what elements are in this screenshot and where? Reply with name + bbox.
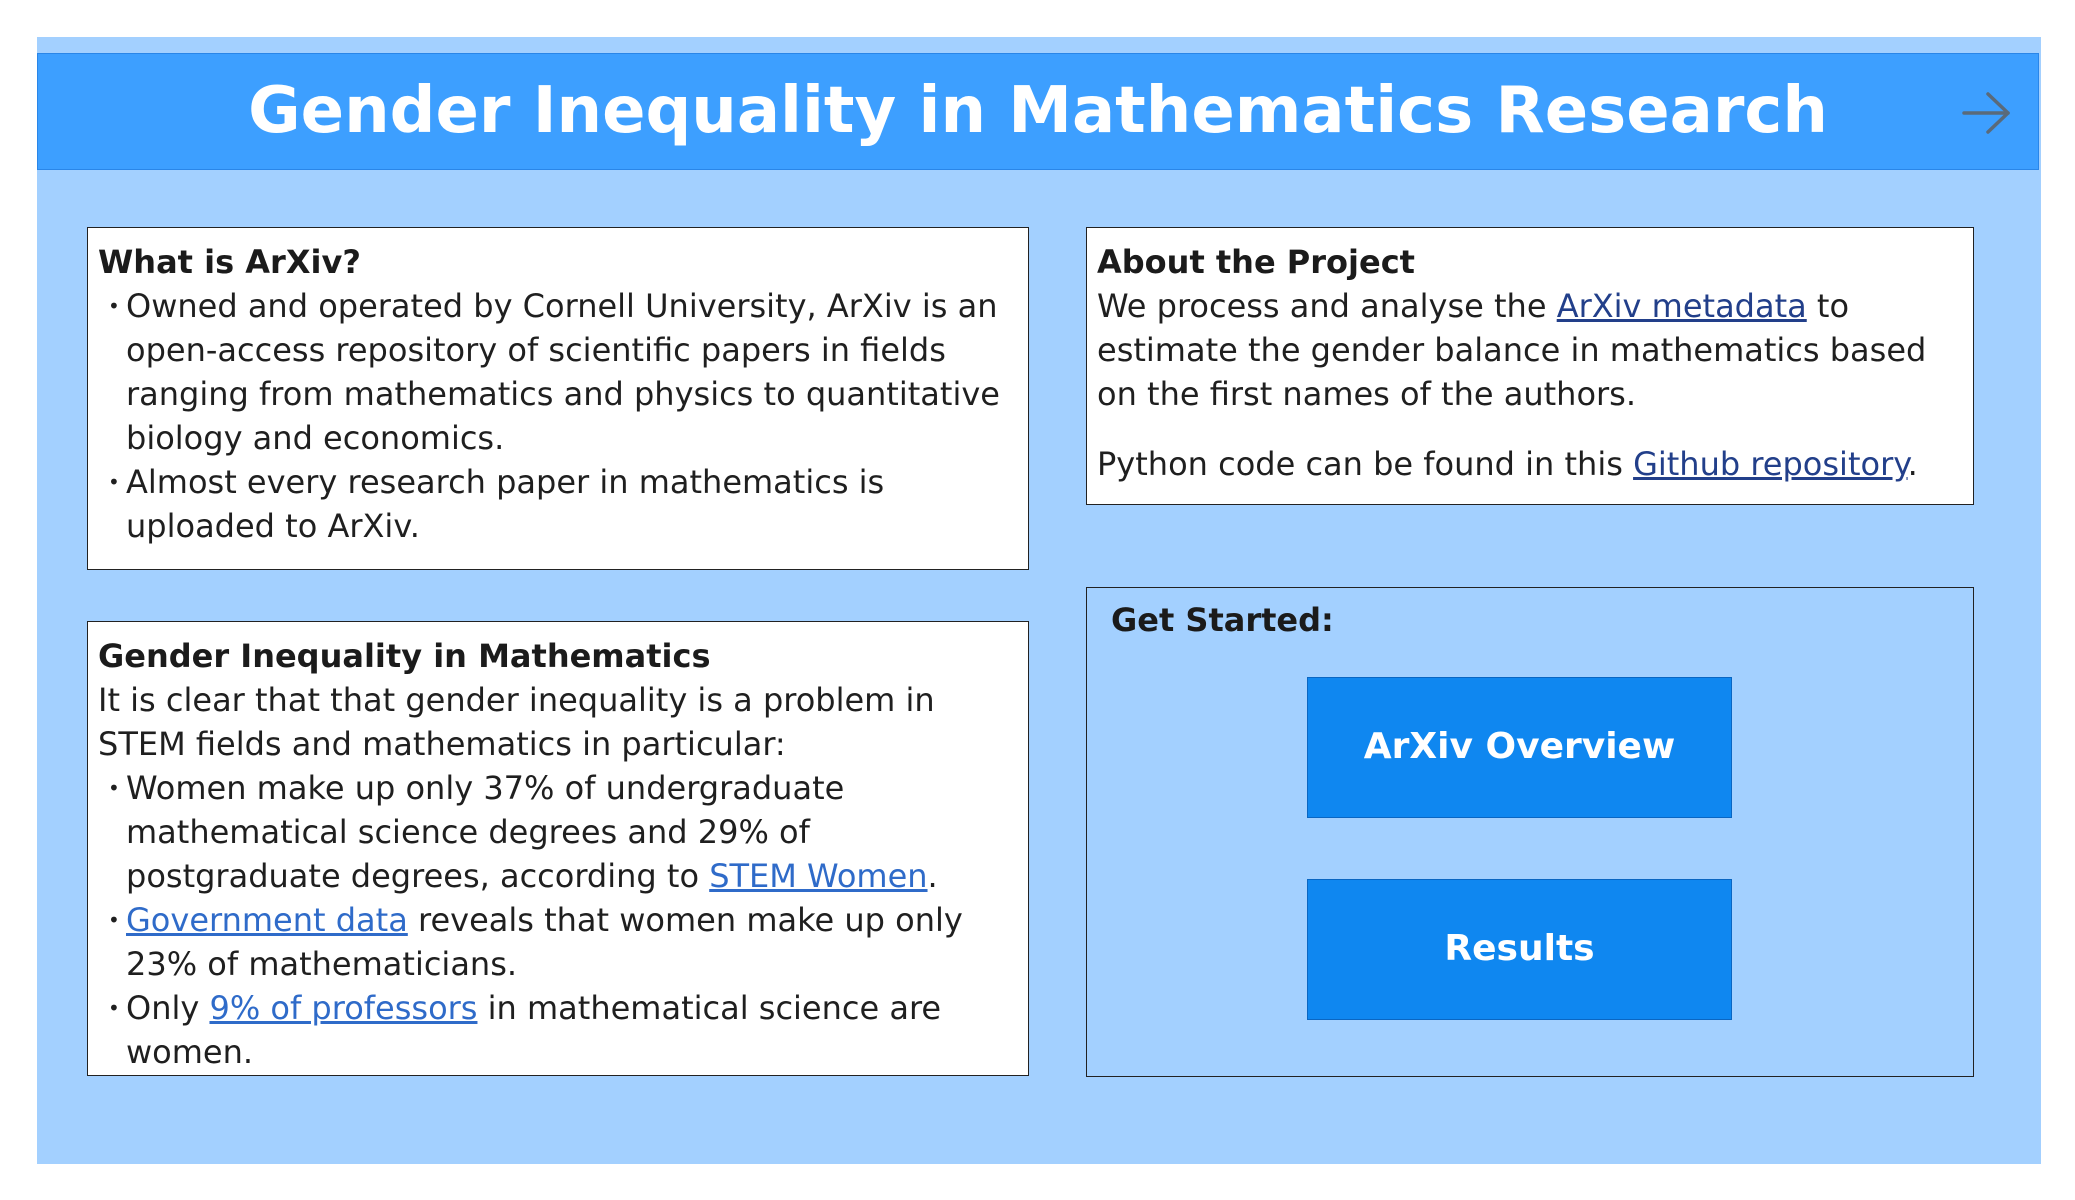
page-canvas: Gender Inequality in Mathematics Researc… bbox=[37, 37, 2041, 1164]
card-title: What is ArXiv? bbox=[98, 243, 361, 281]
professors-link[interactable]: 9% of professors bbox=[209, 989, 478, 1027]
list-item: Government data reveals that women make … bbox=[108, 898, 1018, 986]
bullet-text: Women make up only 37% of undergraduate … bbox=[126, 769, 845, 895]
get-started-title: Get Started: bbox=[1111, 601, 1334, 639]
list-item: Women make up only 37% of undergraduate … bbox=[108, 766, 1018, 898]
results-button[interactable]: Results bbox=[1307, 879, 1732, 1020]
gender-bullet-list: Women make up only 37% of undergraduate … bbox=[98, 766, 1018, 1074]
page-title: Gender Inequality in Mathematics Researc… bbox=[248, 74, 1828, 148]
bullet-text: in mathematical science are women. bbox=[126, 989, 942, 1071]
bullet-text: Only bbox=[126, 989, 210, 1027]
list-item: Owned and operated by Cornell University… bbox=[108, 284, 1018, 460]
paragraph-text: to estimate the gender balance in mathem… bbox=[1097, 287, 1927, 413]
card-intro: It is clear that that gender inequality … bbox=[98, 681, 935, 763]
stem-women-link[interactable]: STEM Women bbox=[709, 857, 928, 895]
github-repository-link[interactable]: Github repository bbox=[1633, 445, 1908, 483]
arxiv-overview-button[interactable]: ArXiv Overview bbox=[1307, 677, 1732, 818]
card-title: About the Project bbox=[1097, 243, 1415, 281]
list-item: Almost every research paper in mathemati… bbox=[108, 460, 1018, 548]
gender-inequality-card: Gender Inequality in Mathematics It is c… bbox=[87, 621, 1029, 1076]
list-item: Only 9% of professors in mathematical sc… bbox=[108, 986, 1018, 1074]
get-started-panel: Get Started: ArXiv Overview Results bbox=[1086, 587, 1974, 1077]
bullet-text: . bbox=[927, 857, 938, 895]
what-is-arxiv-card: What is ArXiv? Owned and operated by Cor… bbox=[87, 227, 1029, 570]
about-paragraph: We process and analyse the ArXiv metadat… bbox=[1097, 284, 1963, 416]
card-title: Gender Inequality in Mathematics bbox=[98, 637, 711, 675]
about-project-card: About the Project We process and analyse… bbox=[1086, 227, 1974, 505]
arrow-right-icon[interactable] bbox=[1962, 90, 2012, 136]
paragraph-text: . bbox=[1907, 445, 1918, 483]
paragraph-text: Python code can be found in this bbox=[1097, 445, 1634, 483]
arxiv-bullet-list: Owned and operated by Cornell University… bbox=[98, 284, 1018, 548]
paragraph-text: We process and analyse the bbox=[1097, 287, 1557, 325]
bullet-text: reveals that women make up only 23% of m… bbox=[126, 901, 963, 983]
arxiv-metadata-link[interactable]: ArXiv metadata bbox=[1556, 287, 1807, 325]
about-paragraph: Python code can be found in this Github … bbox=[1097, 442, 1963, 486]
government-data-link[interactable]: Government data bbox=[126, 901, 408, 939]
header-bar: Gender Inequality in Mathematics Researc… bbox=[37, 53, 2039, 170]
